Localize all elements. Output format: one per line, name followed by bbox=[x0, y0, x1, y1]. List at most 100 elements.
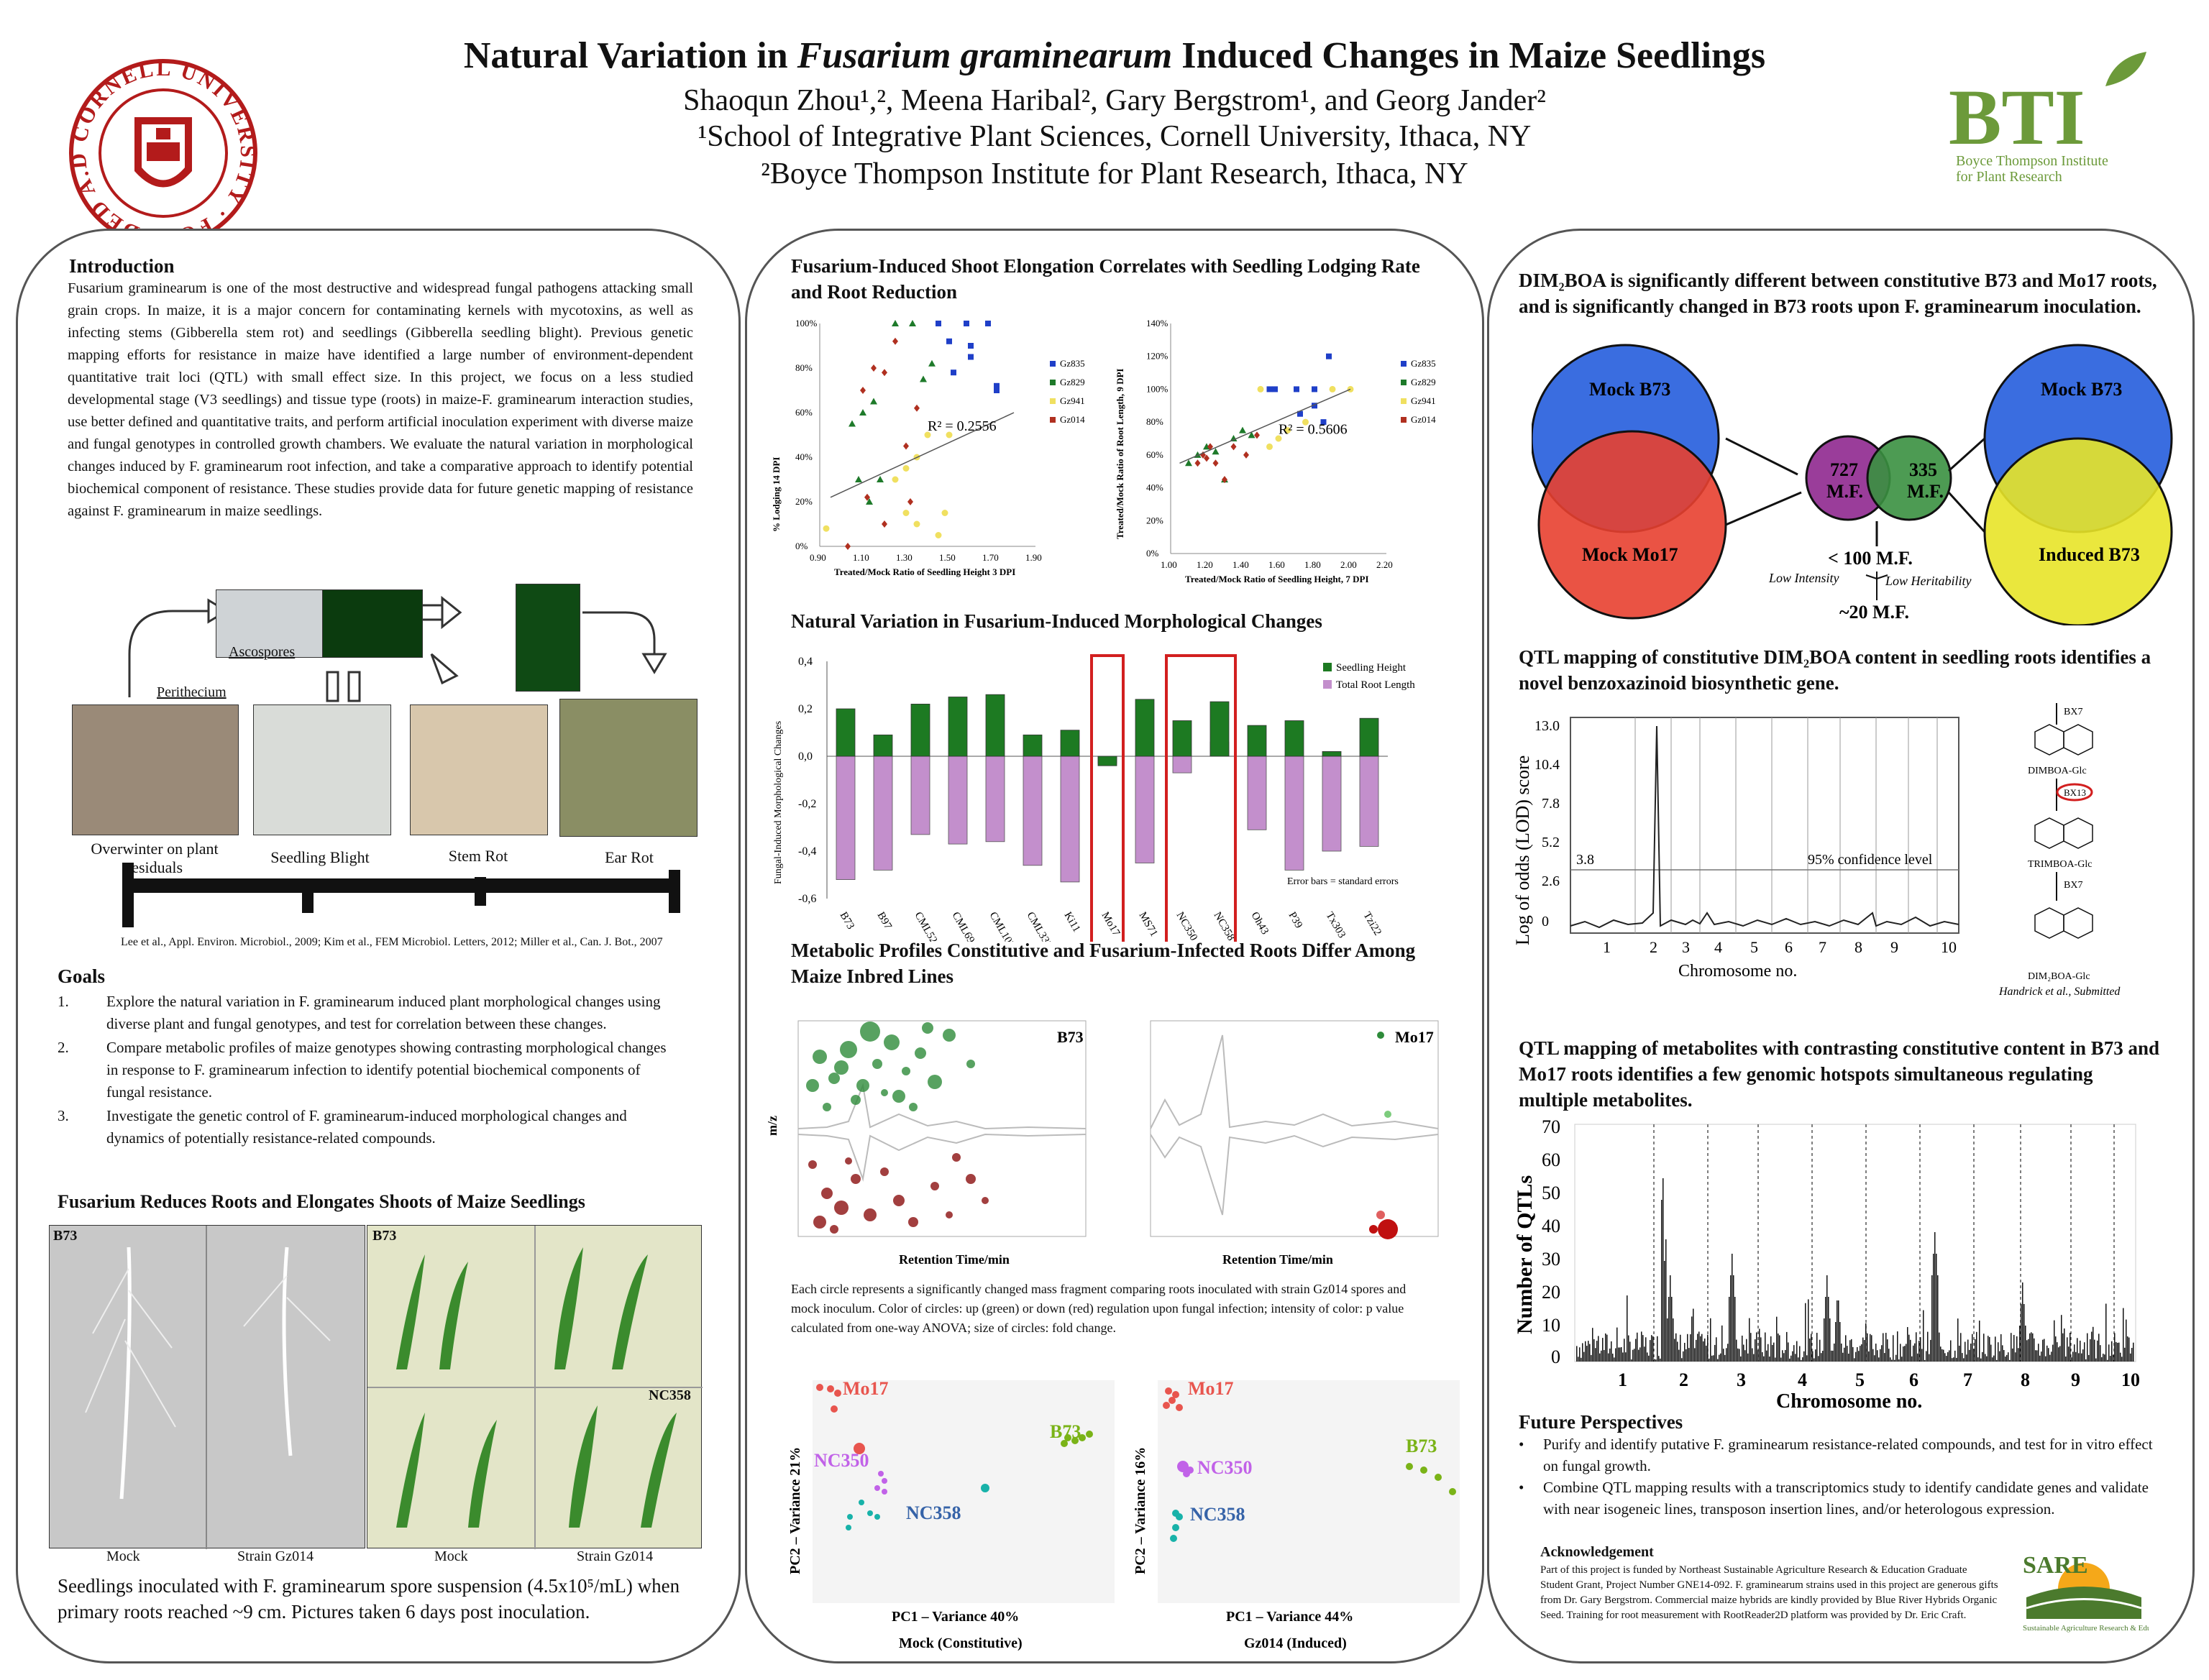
qtl-bar bbox=[1959, 1345, 1960, 1362]
y-tick-label: 0,4 bbox=[798, 656, 813, 668]
pca-right-nc350: NC350 bbox=[1197, 1457, 1253, 1478]
point-Gz014 bbox=[1254, 431, 1260, 439]
qtl-bar bbox=[1913, 1345, 1914, 1362]
qtl-bar bbox=[1998, 1342, 1999, 1362]
legend-label-Gz014: Gz014 bbox=[1411, 414, 1436, 425]
qtl-bar bbox=[1698, 1331, 1700, 1362]
venn-335-unit: M.F. bbox=[1907, 481, 1944, 502]
qtl-bar bbox=[2110, 1356, 2111, 1362]
bar-height-Tzi22 bbox=[1359, 717, 1379, 757]
qtl-bar bbox=[1605, 1333, 1606, 1362]
y-tick-label: 100% bbox=[1146, 383, 1168, 394]
qtl-bar bbox=[1796, 1341, 1798, 1362]
point-Gz829 bbox=[892, 320, 899, 326]
qtl-bar bbox=[1898, 1359, 1900, 1362]
bar-height-Mo17 bbox=[1097, 756, 1117, 766]
qtl-bar bbox=[1885, 1333, 1887, 1362]
svg-text:60: 60 bbox=[1542, 1149, 1560, 1170]
svg-text:10: 10 bbox=[1542, 1315, 1560, 1336]
qtl-bar bbox=[1706, 1345, 1707, 1362]
qtl-bar bbox=[2009, 1359, 2011, 1362]
qtl-bar bbox=[1776, 1316, 1778, 1362]
qtl-bar bbox=[1923, 1310, 1924, 1362]
qtl-bar bbox=[2133, 1342, 2134, 1362]
qtl-bar bbox=[2095, 1358, 2097, 1362]
qtl-bar bbox=[2041, 1351, 2042, 1362]
qtl-bar bbox=[2118, 1342, 2120, 1362]
qtl-bar bbox=[1956, 1357, 1957, 1362]
qtl-bar bbox=[1750, 1333, 1752, 1362]
intro-heading: Introduction bbox=[69, 255, 175, 277]
qtl-bar bbox=[1681, 1358, 1683, 1362]
qtl-bar bbox=[2064, 1328, 2065, 1362]
legend-root-swatch bbox=[1323, 680, 1332, 689]
bar-height-CML52 bbox=[910, 704, 930, 757]
qtl-bar bbox=[1963, 1358, 1965, 1362]
qtl-bar bbox=[1946, 1356, 1947, 1362]
error-note: Error bars = standard errors bbox=[1287, 876, 1399, 887]
qtl-bar bbox=[1962, 1353, 1963, 1362]
legend-marker bbox=[1401, 417, 1407, 423]
qtl-bar bbox=[2069, 1332, 2071, 1362]
bar-root-Tx303 bbox=[1322, 756, 1342, 852]
qtl-bar bbox=[1880, 1349, 1881, 1362]
qtl-bar bbox=[1598, 1336, 1599, 1362]
x-tick-label: 1.80 bbox=[1304, 559, 1321, 570]
qtl-bar bbox=[1775, 1357, 1776, 1362]
qtl-bar bbox=[1757, 1349, 1759, 1362]
legend-label-Gz829: Gz829 bbox=[1411, 377, 1436, 387]
qtl-bar bbox=[1842, 1352, 1844, 1362]
bar-height-CML103 bbox=[985, 694, 1005, 757]
qtl-bar bbox=[1816, 1333, 1818, 1362]
qtl-bar bbox=[1943, 1349, 1944, 1362]
qtl-bar bbox=[2011, 1333, 2012, 1362]
qtl-bar bbox=[2045, 1356, 2046, 1362]
qtl-bar bbox=[1661, 1200, 1663, 1362]
qtl-bar bbox=[1602, 1338, 1604, 1362]
qtl-bar bbox=[1957, 1318, 1959, 1362]
ascospores-photo bbox=[216, 589, 324, 658]
svg-text:4: 4 bbox=[1798, 1369, 1807, 1390]
qtl-bar bbox=[2054, 1320, 2055, 1362]
qtl-bar bbox=[1690, 1334, 1691, 1362]
category-label: Oh43 bbox=[1249, 910, 1271, 937]
point-Gz835 bbox=[1312, 386, 1317, 393]
legend-label-Gz014: Gz014 bbox=[1060, 414, 1085, 425]
lod-confidence: 95% confidence level bbox=[1808, 852, 1933, 868]
pathway-ref: Handrick et al., Submitted bbox=[1998, 986, 2121, 998]
qtl-bar bbox=[1760, 1337, 1762, 1362]
qtl-bar bbox=[2018, 1348, 2019, 1362]
qtl-bar bbox=[1921, 1349, 1923, 1362]
qtl-bar bbox=[1867, 1333, 1868, 1362]
qtl-bar bbox=[1628, 1335, 1629, 1362]
bti-logo: BTI Boyce Thompson Institute for Plant R… bbox=[1942, 43, 2172, 187]
qtl-bar bbox=[2123, 1308, 2124, 1362]
qtl-bar bbox=[1769, 1357, 1770, 1362]
qtl-bar bbox=[2111, 1341, 2113, 1362]
svg-text:5: 5 bbox=[1750, 938, 1758, 956]
qtl-bar bbox=[2022, 1282, 2023, 1362]
pca-right-mo17: Mo17 bbox=[1188, 1378, 1234, 1399]
point-Gz829 bbox=[1212, 448, 1220, 455]
qtl-bar bbox=[1783, 1353, 1785, 1362]
qtl-bar bbox=[1947, 1351, 1949, 1362]
qtl-bar bbox=[2101, 1357, 2103, 1362]
perithecium-label: Perithecium bbox=[157, 684, 227, 700]
venn-mock-b73-right: Mock B73 bbox=[2041, 379, 2122, 400]
qtl-bar bbox=[1910, 1339, 1911, 1362]
qtl-bar bbox=[2061, 1315, 2062, 1362]
qtl-bar bbox=[2019, 1326, 2021, 1362]
qtl2-heading: QTL mapping of metabolites with contrast… bbox=[1519, 1037, 2160, 1111]
qtl-bar bbox=[1826, 1275, 1828, 1362]
venn-335: 335 bbox=[1909, 459, 1937, 480]
svg-text:2: 2 bbox=[1650, 938, 1657, 956]
qtl-bar bbox=[1785, 1349, 1786, 1362]
qtl-bar bbox=[1965, 1341, 1966, 1362]
qtl-bar bbox=[1993, 1355, 1995, 1362]
point-Gz014 bbox=[1207, 443, 1213, 451]
nc358-label: NC358 bbox=[649, 1387, 691, 1403]
qtl-bar bbox=[1999, 1351, 2000, 1362]
cornell-logo: CORNELL UNIVERSITY · FOUNDED A.D. 1865 bbox=[60, 37, 260, 250]
qtl-bar bbox=[1765, 1332, 1766, 1362]
x-axis-label: Treated/Mock Ratio of Seedling Height 3 … bbox=[834, 566, 1015, 577]
